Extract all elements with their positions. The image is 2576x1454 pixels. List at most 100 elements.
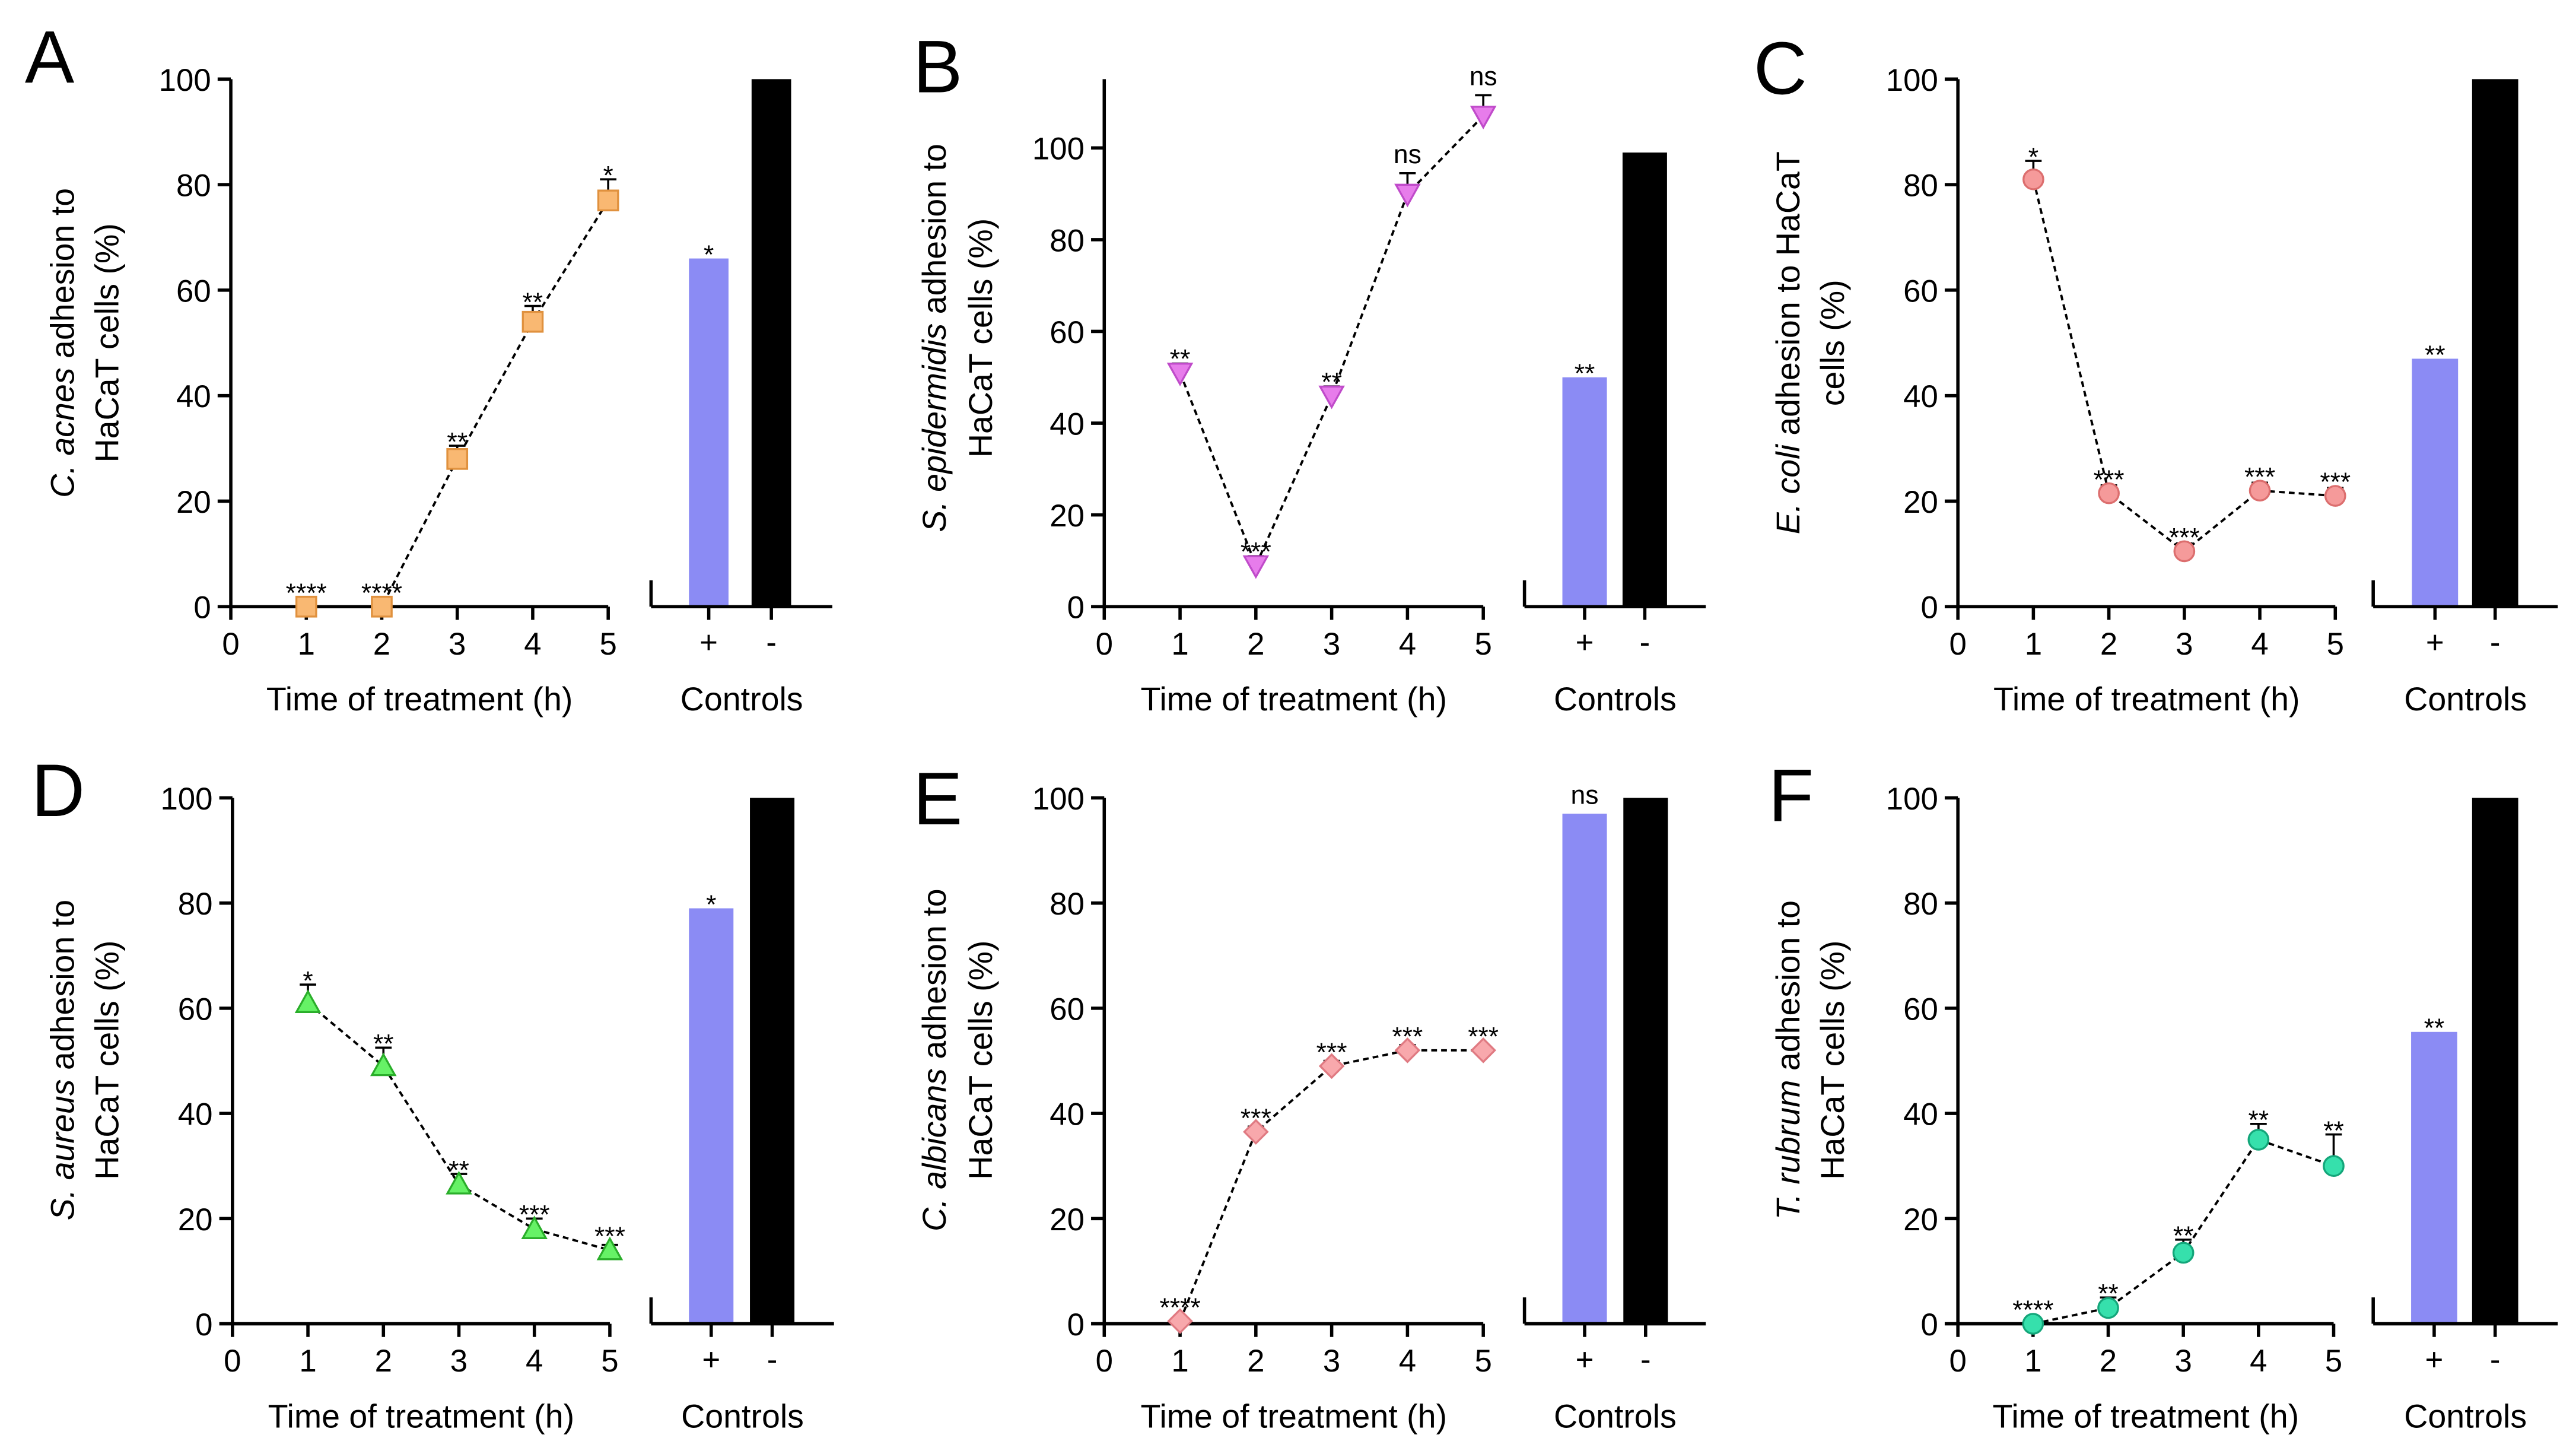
significance-label: ** <box>1321 367 1342 396</box>
significance-label: ** <box>447 427 468 456</box>
x-axis-title: Time of treatment (h) <box>268 1398 575 1435</box>
significance-label: *** <box>2169 523 2200 553</box>
panel-label: B <box>913 26 962 109</box>
x-tick-label: 5 <box>2325 1344 2342 1379</box>
y-tick-label: 0 <box>195 1307 212 1342</box>
significance-label: ** <box>1170 345 1191 374</box>
y-tick-label: 100 <box>160 782 212 817</box>
x-axis-title: Time of treatment (h) <box>1140 681 1447 718</box>
panel-label: D <box>31 750 85 832</box>
x-tick-label: 1 <box>1171 1344 1188 1379</box>
panel-c: CE. coli adhesion to HaCaT cells (%)02040… <box>1754 27 2558 718</box>
significance-label: * <box>603 161 613 191</box>
x-tick-label: 1 <box>299 1344 316 1379</box>
data-point-e-2 <box>1243 1119 1269 1145</box>
data-point-c-1 <box>2022 168 2044 191</box>
y-tick-label: 20 <box>1050 499 1085 534</box>
y-axis-title-line2: HaCaT cells (%) <box>962 940 999 1179</box>
data-point-a-2 <box>371 595 393 618</box>
x-tick-label: 0 <box>222 627 239 662</box>
data-point-e-3 <box>1318 1053 1345 1080</box>
y-tick-label: 40 <box>1903 1097 1938 1132</box>
y-axis-title-text: adhesion to <box>1770 900 1807 1080</box>
y-tick-label: 0 <box>193 591 211 626</box>
y-tick-label: 80 <box>1050 887 1085 922</box>
negative-control-bar <box>750 798 795 1324</box>
x-tick-label: 3 <box>450 1344 468 1379</box>
y-tick-label: 0 <box>1920 1307 1938 1342</box>
data-point-d-4 <box>521 1215 548 1240</box>
controls-tick-label: + <box>702 1342 720 1377</box>
y-axis-title-text: adhesion to <box>44 188 81 368</box>
data-point-d-1 <box>294 989 322 1013</box>
connecting-line <box>1179 1049 1484 1322</box>
significance-label: **** <box>1159 1293 1200 1322</box>
x-tick-label: 2 <box>1247 627 1264 662</box>
y-axis-title-species: C. acnes <box>44 368 81 498</box>
significance-label: ** <box>373 1030 394 1059</box>
controls-axis-title: Controls <box>681 1398 804 1435</box>
significance-label: *** <box>594 1222 625 1251</box>
data-point-c-4 <box>2249 480 2271 502</box>
x-tick-label: 3 <box>1323 1344 1340 1379</box>
panel-d: DS. aureus adhesion to HaCaT cells (%)020… <box>31 750 834 1435</box>
significance-label: *** <box>1468 1022 1499 1051</box>
significance-label: *** <box>1241 537 1271 566</box>
data-point-d-2 <box>370 1052 397 1077</box>
y-tick-label: 100 <box>159 63 211 98</box>
x-tick-label: 1 <box>298 627 315 662</box>
y-tick-label: 60 <box>1903 274 1938 309</box>
x-tick-label: 3 <box>449 627 466 662</box>
negative-control-bar <box>2472 798 2518 1324</box>
data-point-c-5 <box>2324 485 2346 507</box>
controls-significance-label: * <box>704 240 714 269</box>
y-tick-label: 60 <box>178 992 213 1027</box>
y-tick-label: 40 <box>1050 1097 1085 1132</box>
x-tick-label: 5 <box>2327 627 2344 662</box>
significance-label: *** <box>1392 1022 1423 1051</box>
panel-label: A <box>25 16 75 99</box>
y-tick-label: 60 <box>1903 992 1938 1027</box>
positive-control-bar <box>689 258 729 607</box>
y-axis-title-line1: T. rubrum adhesion to <box>1770 900 1807 1220</box>
significance-label: *** <box>1241 1104 1271 1133</box>
data-point-e-4 <box>1394 1037 1421 1063</box>
panel-e: E C. albicans adhesion to HaCaT cells (%) 0… <box>913 758 1706 1435</box>
controls-significance-label: ** <box>2424 1014 2445 1043</box>
data-point-a-3 <box>446 447 469 470</box>
positive-control-bar <box>2411 1031 2457 1324</box>
x-axis-title: Time of treatment (h) <box>1993 1398 2300 1435</box>
data-point-c-3 <box>2173 540 2196 563</box>
y-axis-title-text: adhesion to <box>916 888 953 1068</box>
data-point-b-5 <box>1470 106 1497 130</box>
controls-tick-label: + <box>2425 1342 2444 1377</box>
significance-label: ** <box>2323 1116 2344 1145</box>
x-tick-label: 4 <box>1399 627 1416 662</box>
y-tick-label: 20 <box>176 485 211 520</box>
significance-label: **** <box>2012 1296 2053 1325</box>
positive-control-bar <box>1562 377 1607 607</box>
y-axis-title-line1: E. coli adhesion to HaCaT <box>1770 151 1807 534</box>
x-tick-label: 2 <box>1247 1344 1264 1379</box>
significance-label: *** <box>519 1201 550 1230</box>
y-tick-label: 40 <box>176 379 211 414</box>
x-tick-label: 4 <box>1399 1344 1416 1379</box>
controls-axis-title: Controls <box>1554 1398 1677 1435</box>
data-point-a-1 <box>295 595 317 618</box>
controls-tick-label: + <box>1576 625 1594 660</box>
x-tick-label: 5 <box>599 627 616 662</box>
y-axis-title-line2: HaCaT cells (%) <box>89 940 126 1179</box>
significance-label: ** <box>523 288 543 317</box>
data-point-f-1 <box>2022 1313 2044 1335</box>
y-tick-label: 60 <box>1050 315 1085 350</box>
x-tick-label: 1 <box>2025 627 2042 662</box>
y-axis-title-line2: cells (%) <box>1814 280 1851 406</box>
y-axis-title-text: adhesion to <box>916 144 953 323</box>
y-axis-title-species: C. albicans <box>916 1068 953 1231</box>
significance-label: ** <box>2098 1280 2119 1309</box>
y-tick-label: 100 <box>1032 132 1085 167</box>
y-axis-title-line1: C. acnes adhesion to <box>44 188 81 498</box>
y-axis-title-species: S. aureus <box>44 1080 81 1221</box>
significance-label: ns <box>1470 62 1497 91</box>
